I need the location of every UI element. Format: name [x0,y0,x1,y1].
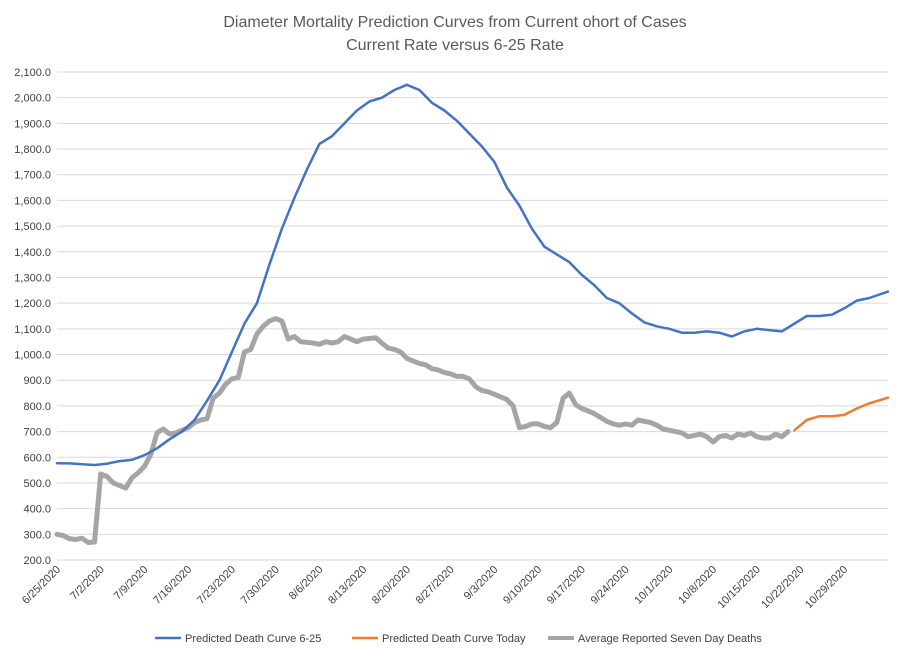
chart-title: Diameter Mortality Prediction Curves fro… [223,14,686,31]
y-tick-label: 200.0 [23,555,51,567]
legend: Predicted Death Curve 6-25 Predicted Deat… [155,633,762,645]
y-tick-label: 1,500.0 [14,221,51,233]
y-tick-label: 1,200.0 [14,298,51,310]
y-tick-label: 2,100.0 [14,67,51,79]
y-tick-label: 900.0 [23,375,51,387]
series-lines [54,83,890,545]
y-tick-label: 1,800.0 [14,144,51,156]
gridlines [57,71,888,561]
y-tick-label: 500.0 [23,478,51,490]
y-tick-label: 1,300.0 [14,272,51,284]
y-tick-label: 1,100.0 [14,324,51,336]
legend-label: Average Reported Seven Day Deaths [578,633,762,645]
series-line-average-reported-seven-day-deaths [54,316,791,545]
series-line-predicted-death-curve-today [793,396,890,432]
chart-subtitle: Current Rate versus 6-25 Rate [346,37,564,54]
y-tick-label: 1,000.0 [14,350,51,362]
y-tick-label: 1,700.0 [14,170,51,182]
y-tick-label: 400.0 [23,504,51,516]
legend-label: Predicted Death Curve Today [382,633,526,645]
y-tick-label: 600.0 [23,452,51,464]
y-axis-ticks: 200.0 300.0 400.0 500.0 600.0 700.0 800.0 900.0… [14,67,51,567]
y-tick-label: 1,900.0 [14,118,51,130]
y-tick-label: 1,600.0 [14,195,51,207]
y-tick-label: 800.0 [23,401,51,413]
y-tick-label: 1,400.0 [14,247,51,259]
y-tick-label: 300.0 [23,529,51,541]
series-line-predicted-death-curve-6-25 [55,83,890,467]
y-tick-label: 700.0 [23,427,51,439]
y-tick-label: 2,000.0 [14,93,51,105]
legend-label: Predicted Death Curve 6-25 [185,633,321,645]
